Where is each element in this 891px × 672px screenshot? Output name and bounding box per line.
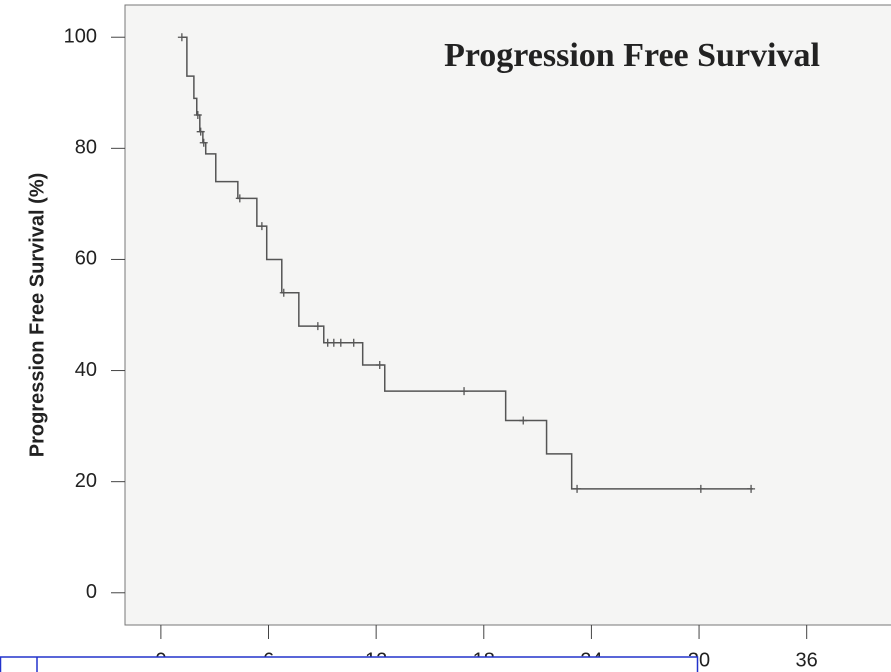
- censor-mark: [349, 338, 358, 347]
- y-tick-label: 80: [75, 137, 97, 159]
- censor-mark: [375, 361, 384, 369]
- censor-mark: [235, 194, 244, 203]
- chart-title: Progression Free Survival: [444, 37, 820, 74]
- y-tick-label: 60: [75, 248, 97, 270]
- censor-mark: [196, 127, 205, 136]
- y-tick-label: 100: [64, 26, 97, 48]
- censor-mark: [747, 484, 756, 493]
- censor-mark: [696, 484, 705, 493]
- overlay-box: [0, 656, 699, 672]
- censor-mark: [177, 33, 186, 42]
- censor-mark: [313, 322, 322, 331]
- x-tick-label: 36: [796, 649, 818, 671]
- censor-mark: [573, 484, 582, 493]
- censor-mark: [257, 222, 266, 231]
- censor-mark: [336, 338, 345, 347]
- y-tick-label: 20: [75, 470, 97, 492]
- censor-mark: [279, 288, 288, 297]
- censor-mark: [193, 111, 202, 119]
- censor-mark: [460, 387, 469, 396]
- censor-mark: [329, 338, 338, 347]
- y-tick-label: 0: [86, 581, 97, 603]
- y-tick-label: 40: [75, 359, 97, 381]
- y-axis-label: Progression Free Survival (%): [26, 173, 48, 458]
- censor-mark: [199, 138, 208, 147]
- censor-mark: [519, 416, 528, 425]
- plot-area: [124, 4, 891, 626]
